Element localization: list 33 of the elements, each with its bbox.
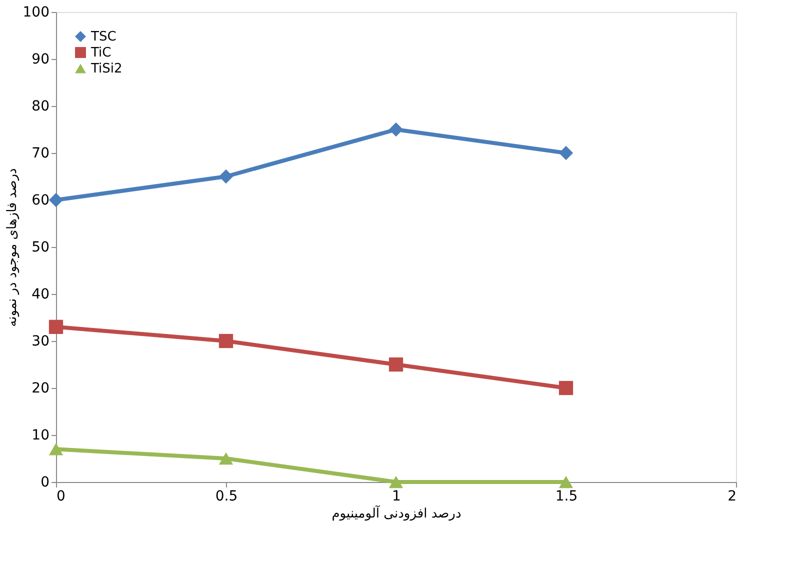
legend-label: TiSi2 bbox=[90, 62, 122, 76]
y-tick-label: 70 bbox=[32, 146, 50, 162]
point bbox=[218, 169, 234, 184]
legend-label: TiC bbox=[90, 46, 112, 60]
y-tick-label: 10 bbox=[32, 428, 50, 444]
y-tick-label: 80 bbox=[32, 98, 50, 114]
point bbox=[48, 442, 64, 456]
point bbox=[388, 357, 404, 372]
y-tick-label: 20 bbox=[32, 380, 50, 396]
y-axis-title: درصد فازهای موجود در نمونه bbox=[4, 168, 20, 327]
x-axis-title: درصد افزودنی آلومینیوم bbox=[332, 504, 462, 522]
y-tick-label: 0 bbox=[40, 474, 50, 490]
point bbox=[48, 192, 64, 208]
y-tick-label: 100 bbox=[22, 4, 50, 20]
point bbox=[388, 122, 404, 137]
x-tick-label: 1.5 bbox=[555, 488, 578, 504]
point bbox=[388, 476, 404, 488]
point bbox=[558, 476, 574, 488]
x-tick-label: 2 bbox=[728, 488, 736, 504]
legend-label: TSC bbox=[90, 30, 116, 44]
y-tick-label: 60 bbox=[32, 192, 50, 208]
point bbox=[218, 334, 234, 348]
point bbox=[218, 452, 234, 465]
y-tick-label: 30 bbox=[32, 334, 50, 350]
point bbox=[558, 380, 574, 396]
x-tick-label: 0.5 bbox=[215, 488, 238, 504]
x-tick-label: 1 bbox=[392, 488, 401, 504]
x-tick-label: 0 bbox=[56, 488, 66, 504]
y-tick-label: 90 bbox=[32, 52, 50, 68]
y-tick-label: 50 bbox=[32, 240, 50, 256]
point bbox=[48, 320, 64, 334]
y-tick-label: 40 bbox=[32, 286, 50, 302]
point bbox=[558, 146, 574, 160]
